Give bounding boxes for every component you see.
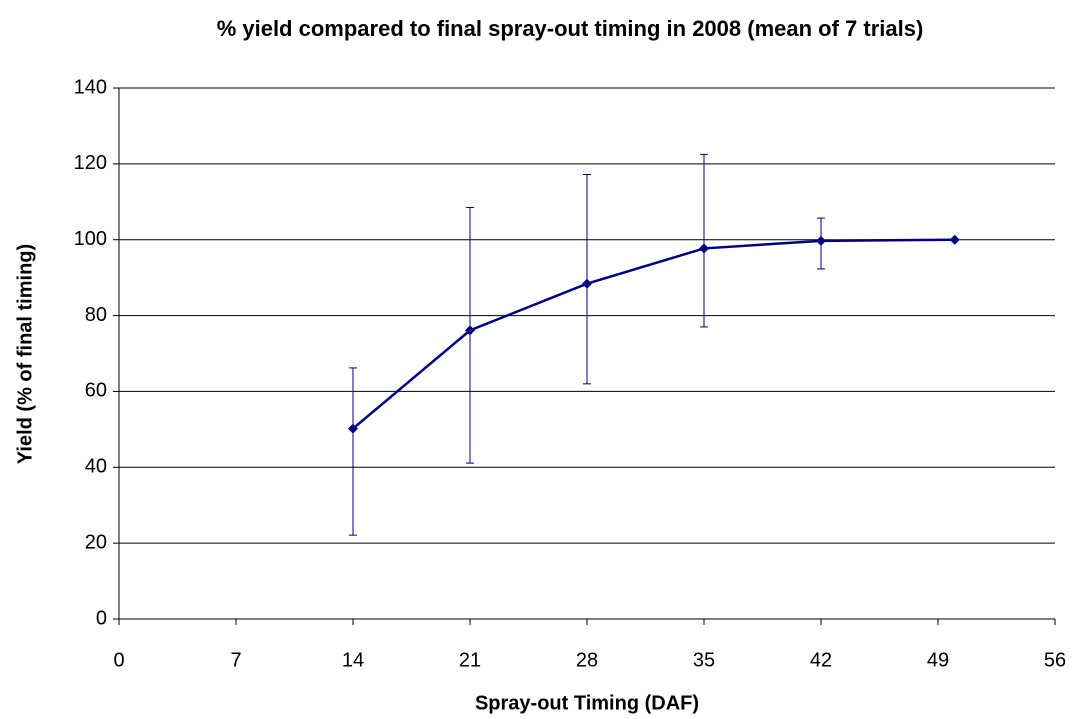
y-tick-label: 100 [74,228,107,250]
y-tick-label: 40 [85,456,107,478]
y-axis-label: Yield (% of final timing) [14,244,36,464]
x-tick-label: 28 [576,649,598,671]
x-axis-label: Spray-out Timing (DAF) [475,692,699,714]
marker [348,423,358,434]
x-tick-label: 49 [927,649,949,671]
x-tick-label: 7 [230,649,241,671]
marker [949,234,960,245]
x-tick-label: 35 [693,649,715,671]
y-tick-label: 20 [85,531,107,553]
line [352,238,955,430]
y-tick-label: 60 [85,380,107,402]
marker [582,278,592,289]
y-tick-label: 80 [85,304,107,326]
x-tick-label: 56 [1044,649,1066,671]
x-tick-label: 0 [113,649,124,671]
marker [816,235,826,246]
marker [465,325,475,336]
chart-title: % yield compared to final spray-out timi… [217,16,924,41]
y-tick-label: 0 [96,607,107,629]
marker [699,243,709,254]
x-tick-label: 42 [810,649,832,671]
y-tick-label: 120 [74,152,107,174]
x-tick-label: 14 [342,649,364,671]
x-tick-label: 21 [459,649,481,671]
y-tick-label: 140 [74,76,107,98]
